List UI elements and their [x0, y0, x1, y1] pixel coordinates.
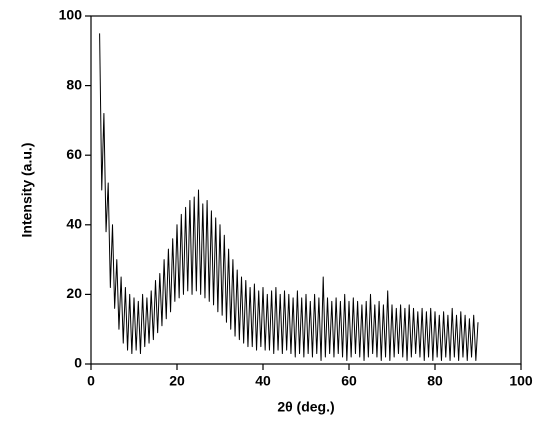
y-tick-label: 80	[66, 76, 82, 92]
x-axis-label: 2θ (deg.)	[277, 399, 334, 415]
x-tick-label: 20	[169, 373, 185, 389]
y-tick-label: 60	[66, 146, 82, 162]
y-tick-label: 20	[66, 285, 82, 301]
y-tick-label: 100	[59, 7, 83, 23]
y-tick-label: 40	[66, 216, 82, 232]
data-line	[99, 33, 479, 362]
y-axis-label: Intensity (a.u.)	[19, 143, 35, 238]
plot-frame	[90, 15, 522, 365]
x-tick-label: 100	[509, 373, 533, 389]
x-tick-label: 80	[427, 373, 443, 389]
x-tick-label: 0	[87, 373, 95, 389]
y-tick-label: 0	[74, 355, 82, 371]
x-tick-label: 40	[255, 373, 271, 389]
x-tick-label: 60	[341, 373, 357, 389]
